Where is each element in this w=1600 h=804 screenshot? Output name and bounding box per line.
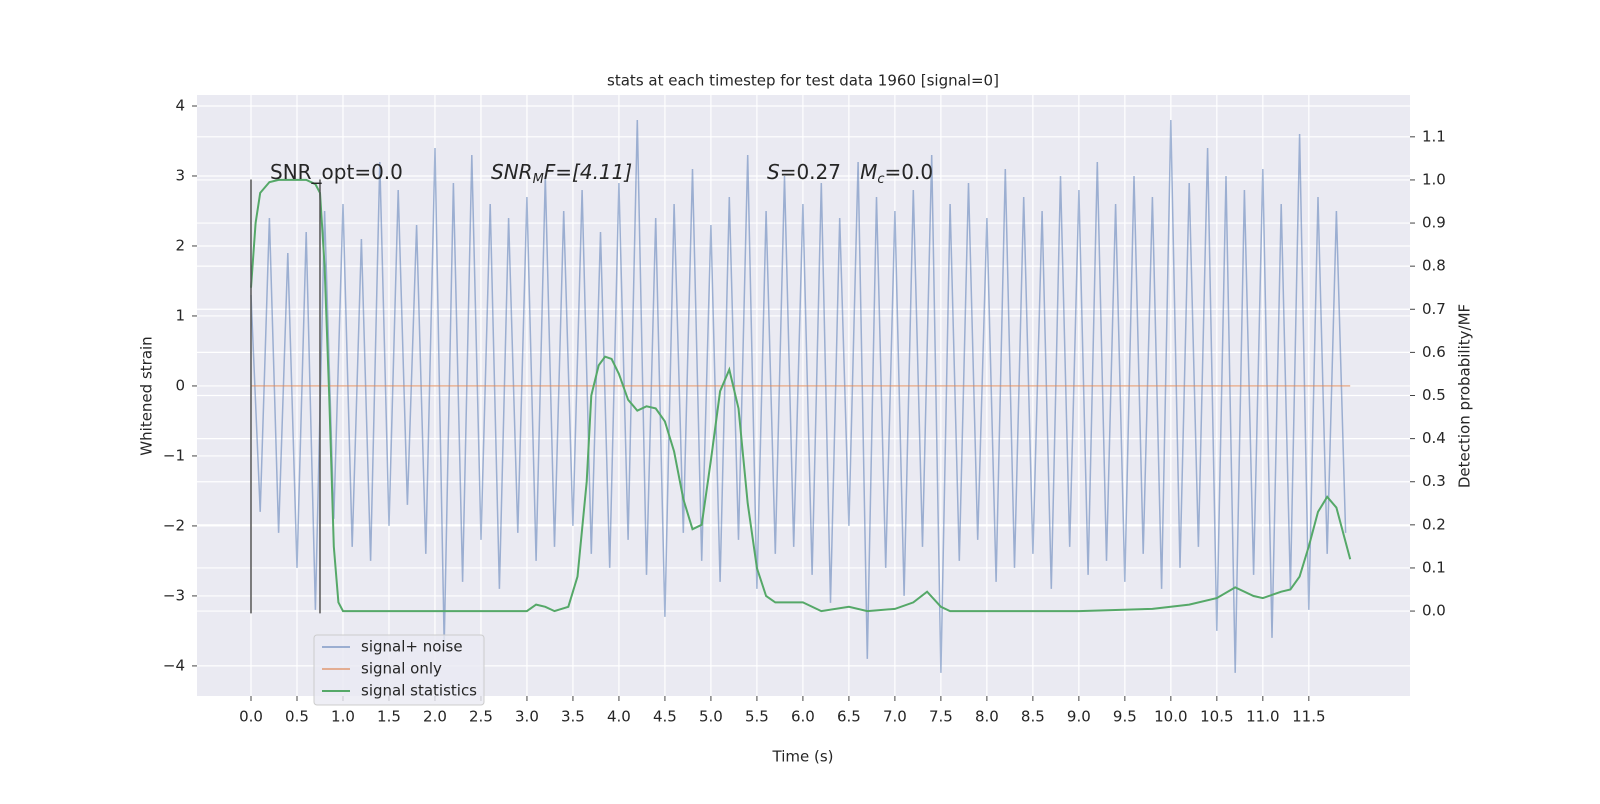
annotation-part: S — [767, 160, 780, 184]
y-axis-label: Whitened strain — [138, 336, 156, 455]
legend-label: signal statistics — [361, 682, 477, 700]
x-tick-label: 9.0 — [1067, 708, 1091, 726]
x-tick-label: 4.0 — [607, 708, 631, 726]
y-tick-label: 1 — [175, 306, 185, 324]
annotation-part: SNR — [491, 160, 533, 184]
y-tick-label: 4 — [175, 96, 185, 114]
annotation-part: =0.27 — [780, 160, 860, 184]
annotation-part: F=[4.11] — [544, 160, 632, 184]
x-tick-label: 1.0 — [331, 708, 355, 726]
y2-tick-label: 0.5 — [1422, 386, 1446, 404]
y2-tick-label: 0.0 — [1422, 602, 1446, 620]
y2-tick-label: 1.1 — [1422, 127, 1446, 145]
y2-tick-label: 0.4 — [1422, 429, 1446, 447]
y2-axis-label: Detection probability/MF — [1456, 304, 1474, 488]
y-tick-label: −1 — [163, 446, 185, 464]
series-line — [250, 178, 1352, 613]
y2-tick-label: 0.2 — [1422, 515, 1446, 533]
x-tick-label: 3.0 — [515, 708, 539, 726]
y2-tick-label: 0.7 — [1422, 300, 1446, 318]
x-tick-label: 11.0 — [1246, 708, 1279, 726]
annotation: SNRMF=[4.11] — [491, 160, 632, 187]
y2-tick-label: 1.0 — [1422, 170, 1446, 188]
x-tick-label: 6.5 — [837, 708, 861, 726]
x-tick-label: 5.5 — [745, 708, 769, 726]
x-tick-label: 2.5 — [469, 708, 493, 726]
x-tick-label: 0.0 — [239, 708, 263, 726]
annotation-part: SNR_opt=0.0 — [270, 160, 403, 184]
y2-tick-label: 0.8 — [1422, 257, 1446, 275]
x-tick-label: 1.5 — [377, 708, 401, 726]
x-tick-label: 10.0 — [1154, 708, 1187, 726]
annotation-part: =0.0 — [885, 160, 934, 184]
y2-tick-label: 0.3 — [1422, 472, 1446, 490]
chart-title: stats at each timestep for test data 196… — [607, 72, 999, 90]
x-tick-label: 5.0 — [699, 708, 723, 726]
x-tick-label: 0.5 — [285, 708, 309, 726]
legend-label: signal only — [361, 660, 442, 678]
y-tick-label: −3 — [163, 586, 185, 604]
x-tick-label: 2.0 — [423, 708, 447, 726]
y-tick-label: 2 — [175, 236, 185, 254]
legend-label: signal+ noise — [361, 638, 463, 656]
annotation: SNR_opt=0.0 — [270, 160, 403, 184]
x-tick-label: 3.5 — [561, 708, 585, 726]
annotation-part: c — [877, 172, 884, 187]
y2-tick-label: 0.1 — [1422, 558, 1446, 576]
x-tick-label: 6.0 — [791, 708, 815, 726]
x-axis-label: Time (s) — [772, 748, 834, 766]
annotation-part: M — [533, 172, 544, 187]
x-tick-label: 8.0 — [975, 708, 999, 726]
y2-tick-label: 0.9 — [1422, 214, 1446, 232]
y-tick-label: −2 — [163, 516, 185, 534]
y-tick-label: −4 — [163, 656, 185, 674]
y-tick-label: 3 — [175, 166, 185, 184]
x-tick-label: 10.5 — [1200, 708, 1233, 726]
annotation: S=0.27 Mc=0.0 — [767, 160, 933, 187]
x-tick-label: 7.5 — [929, 708, 953, 726]
x-tick-label: 4.5 — [653, 708, 677, 726]
y-tick-label: 0 — [175, 376, 185, 394]
legend-box — [313, 634, 485, 706]
x-tick-label: 8.5 — [1021, 708, 1045, 726]
y2-tick-label: 0.6 — [1422, 343, 1446, 361]
annotation-part: M — [860, 160, 877, 184]
x-tick-label: 11.5 — [1292, 708, 1325, 726]
series-line — [250, 119, 1347, 673]
x-tick-label: 7.0 — [883, 708, 907, 726]
x-tick-label: 9.5 — [1113, 708, 1137, 726]
